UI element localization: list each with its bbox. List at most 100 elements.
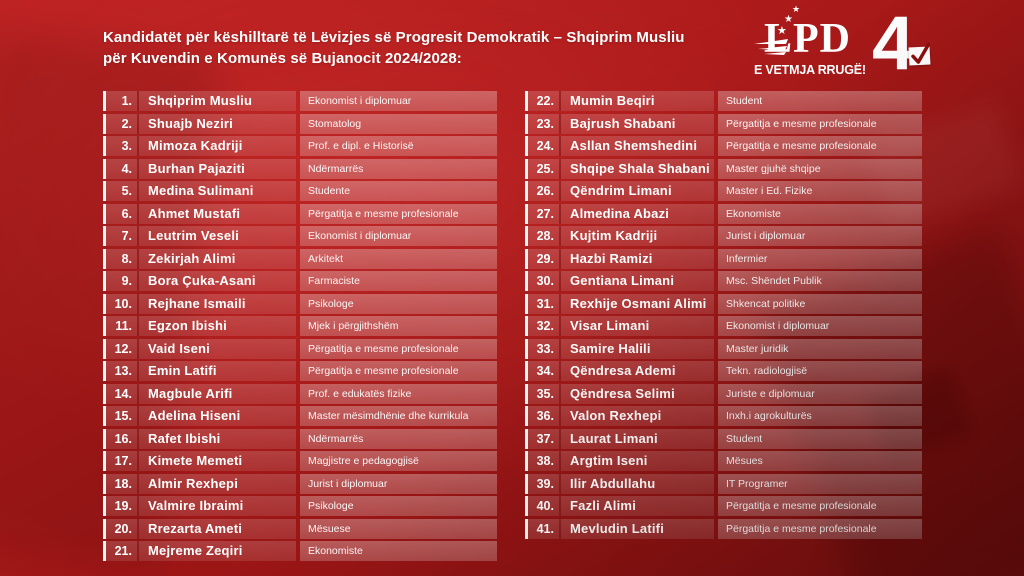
list-item: 29. Hazbi Ramizi Infermier [525, 248, 922, 269]
candidate-name: Visar Limani [561, 316, 714, 336]
candidate-number: 22. [528, 91, 561, 111]
candidate-name: Rrezarta Ameti [139, 518, 296, 539]
candidate-number: 9. [106, 271, 139, 291]
candidate-profession: Mjek i përgjithshëm [300, 316, 497, 336]
candidate-name: Burhan Pajaziti [139, 158, 296, 179]
candidate-number: 10. [106, 293, 139, 314]
row-accent-bar [103, 316, 106, 336]
list-item: 7. Leutrim Veseli Ekonomist i diplomuar [103, 226, 497, 246]
candidate-profession: Prof. e edukatës fizike [300, 383, 497, 404]
eagle-wing-icon [752, 38, 790, 61]
list-item: 17. Kimete Memeti Magjistre e pedagogjis… [103, 451, 497, 471]
list-item: 32. Visar Limani Ekonomist i diplomuar [525, 316, 922, 336]
candidate-profession: Përgatitja e mesme profesionale [718, 136, 922, 156]
row-accent-bar [525, 203, 528, 224]
row-accent-bar [525, 226, 528, 246]
candidate-profession: Jurist i diplomuar [718, 226, 922, 246]
candidate-name: Valmire Ibraimi [139, 496, 296, 516]
candidate-name: Hazbi Ramizi [561, 248, 714, 269]
row-accent-bar [103, 361, 106, 381]
candidate-profession: Ekonomist i diplomuar [300, 226, 497, 246]
list-item: 40. Fazli Alimi Përgatitja e mesme profe… [525, 496, 922, 516]
candidate-profession: Tekn. radiologjisë [718, 361, 922, 381]
candidate-number: 16. [106, 428, 139, 449]
candidate-number: 4. [106, 158, 139, 179]
candidate-number: 31. [528, 293, 561, 314]
row-accent-bar [525, 361, 528, 381]
row-accent-bar [103, 406, 106, 426]
candidate-name: Laurat Limani [561, 428, 714, 449]
candidate-number: 7. [106, 226, 139, 246]
candidate-profession: Inxh.i agrokulturës [718, 406, 922, 426]
candidate-name: Vaid Iseni [139, 338, 296, 359]
candidate-number: 38. [528, 451, 561, 471]
candidate-profession: Master mësimdhënie dhe kurrikula [300, 406, 497, 426]
row-accent-bar [525, 271, 528, 291]
list-item: 16. Rafet Ibishi Ndërmarrës [103, 428, 497, 449]
candidate-name: Bora Çuka-Asani [139, 271, 296, 291]
list-item: 10. Rejhane Ismaili Psikologe [103, 293, 497, 314]
candidate-number: 29. [528, 248, 561, 269]
row-accent-bar [525, 316, 528, 336]
list-item: 24. Asllan Shemshedini Përgatitja e mesm… [525, 136, 922, 156]
list-item: 1. Shqiprim Musliu Ekonomist i diplomuar [103, 91, 497, 111]
candidate-name: Leutrim Veseli [139, 226, 296, 246]
row-accent-bar [525, 293, 528, 314]
candidate-name: Almedina Abazi [561, 203, 714, 224]
page-title: Kandidatët për këshilltarë të Lëvizjes s… [103, 27, 743, 69]
candidate-name: Bajrush Shabani [561, 113, 714, 134]
candidate-name: Ilir Abdullahu [561, 473, 714, 494]
ballot-checkmark-icon [908, 42, 931, 66]
candidate-name: Shqiprim Musliu [139, 91, 296, 111]
row-accent-bar [525, 181, 528, 201]
candidate-name: Adelina Hiseni [139, 406, 296, 426]
candidate-number: 26. [528, 181, 561, 201]
candidate-profession: Msc. Shëndet Publik [718, 271, 922, 291]
list-item: 12. Vaid Iseni Përgatitja e mesme profes… [103, 338, 497, 359]
candidate-name: Argtim Iseni [561, 451, 714, 471]
candidate-profession: Përgatitja e mesme profesionale [718, 518, 922, 539]
list-item: 3. Mimoza Kadriji Prof. e dipl. e Histor… [103, 136, 497, 156]
list-item: 23. Bajrush Shabani Përgatitja e mesme p… [525, 113, 922, 134]
row-accent-bar [525, 136, 528, 156]
list-item: 20. Rrezarta Ameti Mësuese [103, 518, 497, 539]
candidate-name: Qëndresa Ademi [561, 361, 714, 381]
row-accent-bar [103, 271, 106, 291]
candidate-number: 34. [528, 361, 561, 381]
list-item: 31. Rexhije Osmani Alimi Shkencat politi… [525, 293, 922, 314]
star-icon: ★ [777, 25, 787, 37]
candidate-profession: Student [718, 428, 922, 449]
list-item: 37. Laurat Limani Student [525, 428, 922, 449]
candidate-number: 8. [106, 248, 139, 269]
candidate-name: Fazli Alimi [561, 496, 714, 516]
candidate-number: 39. [528, 473, 561, 494]
candidate-number: 17. [106, 451, 139, 471]
list-item: 36. Valon Rexhepi Inxh.i agrokulturës [525, 406, 922, 426]
list-item: 19. Valmire Ibraimi Psikologe [103, 496, 497, 516]
row-accent-bar [525, 248, 528, 269]
row-accent-bar [103, 518, 106, 539]
row-accent-bar [103, 383, 106, 404]
candidate-profession: Mësues [718, 451, 922, 471]
candidate-number: 11. [106, 316, 139, 336]
row-accent-bar [103, 338, 106, 359]
candidate-name: Valon Rexhepi [561, 406, 714, 426]
list-item: 14. Magbule Arifi Prof. e edukatës fizik… [103, 383, 497, 404]
candidate-name: Mimoza Kadriji [139, 136, 296, 156]
ballot-number-digit: 4 [872, 1, 914, 86]
candidate-number: 36. [528, 406, 561, 426]
candidate-number: 21. [106, 541, 139, 561]
list-item: 41. Mevludin Latifi Përgatitja e mesme p… [525, 518, 922, 539]
ballot-number: 4 [872, 0, 982, 90]
candidate-number: 40. [528, 496, 561, 516]
candidate-name: Emin Latifi [139, 361, 296, 381]
candidate-number: 23. [528, 113, 561, 134]
candidate-profession: Magjistre e pedagogjisë [300, 451, 497, 471]
row-accent-bar [103, 181, 106, 201]
row-accent-bar [103, 496, 106, 516]
candidate-name: Egzon Ibishi [139, 316, 296, 336]
row-accent-bar [103, 91, 106, 111]
candidate-name: Qëndresa Selimi [561, 383, 714, 404]
candidate-profession: Përgatitja e mesme profesionale [300, 361, 497, 381]
candidate-name: Mevludin Latifi [561, 518, 714, 539]
